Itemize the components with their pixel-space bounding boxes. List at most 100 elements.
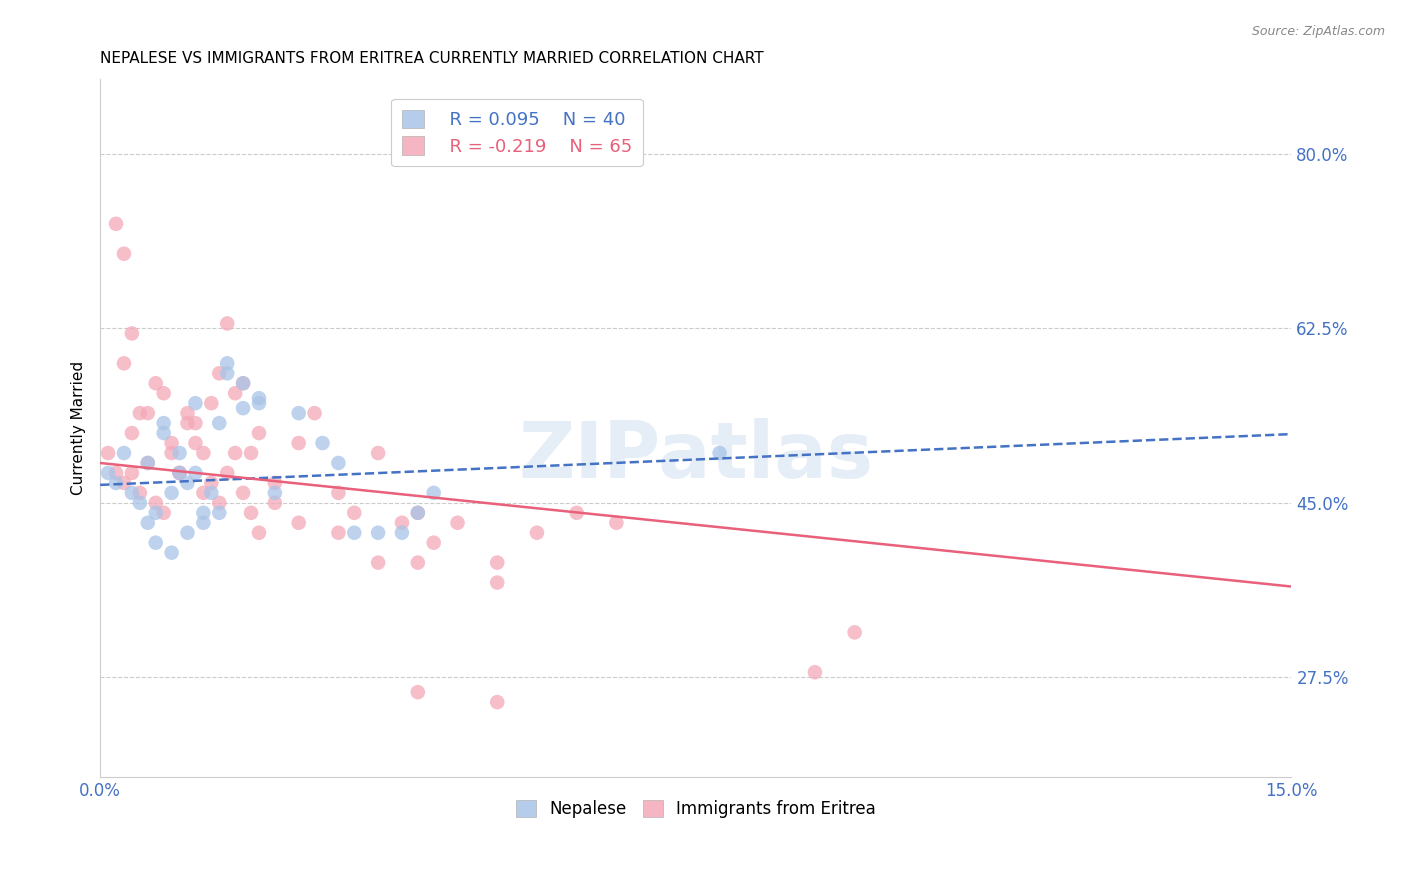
Point (232, 401, 254, 416)
Point (112, 246, 135, 260)
Point (311, 436, 333, 450)
Point (367, 556, 389, 570)
Point (565, 506, 588, 520)
Point (145, 506, 167, 520)
Y-axis label: Currently Married: Currently Married (72, 361, 86, 495)
Point (152, 386, 174, 401)
Point (328, 486, 350, 500)
Text: NEPALESE VS IMMIGRANTS FROM ERITREA CURRENTLY MARRIED CORRELATION CHART: NEPALESE VS IMMIGRANTS FROM ERITREA CURR… (100, 51, 763, 66)
Point (217, 356, 239, 370)
Point (247, 396, 270, 410)
Point (193, 486, 215, 500)
Point (152, 506, 174, 520)
Point (343, 506, 366, 520)
Point (193, 516, 215, 530)
Point (486, 575, 509, 590)
Point (121, 326, 143, 341)
Point (193, 446, 215, 460)
Point (184, 436, 207, 450)
Point (486, 556, 509, 570)
Point (406, 556, 429, 570)
Point (328, 456, 350, 470)
Point (208, 366, 231, 380)
Point (247, 391, 270, 405)
Point (105, 466, 128, 480)
Point (152, 426, 174, 441)
Point (184, 396, 207, 410)
Point (176, 406, 198, 420)
Point (526, 525, 548, 540)
Point (145, 376, 167, 391)
Point (486, 695, 509, 709)
Point (105, 217, 128, 231)
Point (287, 436, 309, 450)
Point (200, 486, 222, 500)
Point (208, 496, 231, 510)
Text: Source: ZipAtlas.com: Source: ZipAtlas.com (1251, 25, 1385, 38)
Point (422, 486, 444, 500)
Point (145, 535, 167, 549)
Point (287, 406, 309, 420)
Point (176, 475, 198, 490)
Point (136, 456, 159, 470)
Legend: Nepalese, Immigrants from Eritrea: Nepalese, Immigrants from Eritrea (509, 793, 883, 824)
Point (121, 426, 143, 441)
Point (136, 516, 159, 530)
Point (160, 546, 183, 560)
Text: ZIPatlas: ZIPatlas (519, 418, 873, 494)
Point (169, 466, 191, 480)
Point (605, 516, 627, 530)
Point (224, 386, 246, 401)
Point (217, 317, 239, 331)
Point (184, 416, 207, 430)
Point (145, 496, 167, 510)
Point (169, 466, 191, 480)
Point (328, 525, 350, 540)
Point (136, 406, 159, 420)
Point (208, 506, 231, 520)
Point (152, 416, 174, 430)
Point (121, 466, 143, 480)
Point (160, 486, 183, 500)
Point (391, 525, 413, 540)
Point (343, 525, 366, 540)
Point (176, 525, 198, 540)
Point (112, 446, 135, 460)
Point (217, 466, 239, 480)
Point (422, 535, 444, 549)
Point (709, 446, 731, 460)
Point (287, 516, 309, 530)
Point (446, 516, 468, 530)
Point (160, 436, 183, 450)
Point (391, 516, 413, 530)
Point (217, 366, 239, 380)
Point (263, 496, 285, 510)
Point (200, 396, 222, 410)
Point (112, 356, 135, 370)
Point (240, 506, 263, 520)
Point (406, 685, 429, 699)
Point (112, 475, 135, 490)
Point (263, 475, 285, 490)
Point (128, 406, 150, 420)
Point (184, 466, 207, 480)
Point (97, 466, 120, 480)
Point (232, 376, 254, 391)
Point (97, 446, 120, 460)
Point (160, 446, 183, 460)
Point (263, 486, 285, 500)
Point (247, 525, 270, 540)
Point (136, 456, 159, 470)
Point (367, 446, 389, 460)
Point (304, 406, 326, 420)
Point (128, 486, 150, 500)
Point (176, 416, 198, 430)
Point (232, 376, 254, 391)
Point (240, 446, 263, 460)
Point (200, 475, 222, 490)
Point (121, 486, 143, 500)
Point (406, 506, 429, 520)
Point (193, 506, 215, 520)
Point (169, 466, 191, 480)
Point (367, 525, 389, 540)
